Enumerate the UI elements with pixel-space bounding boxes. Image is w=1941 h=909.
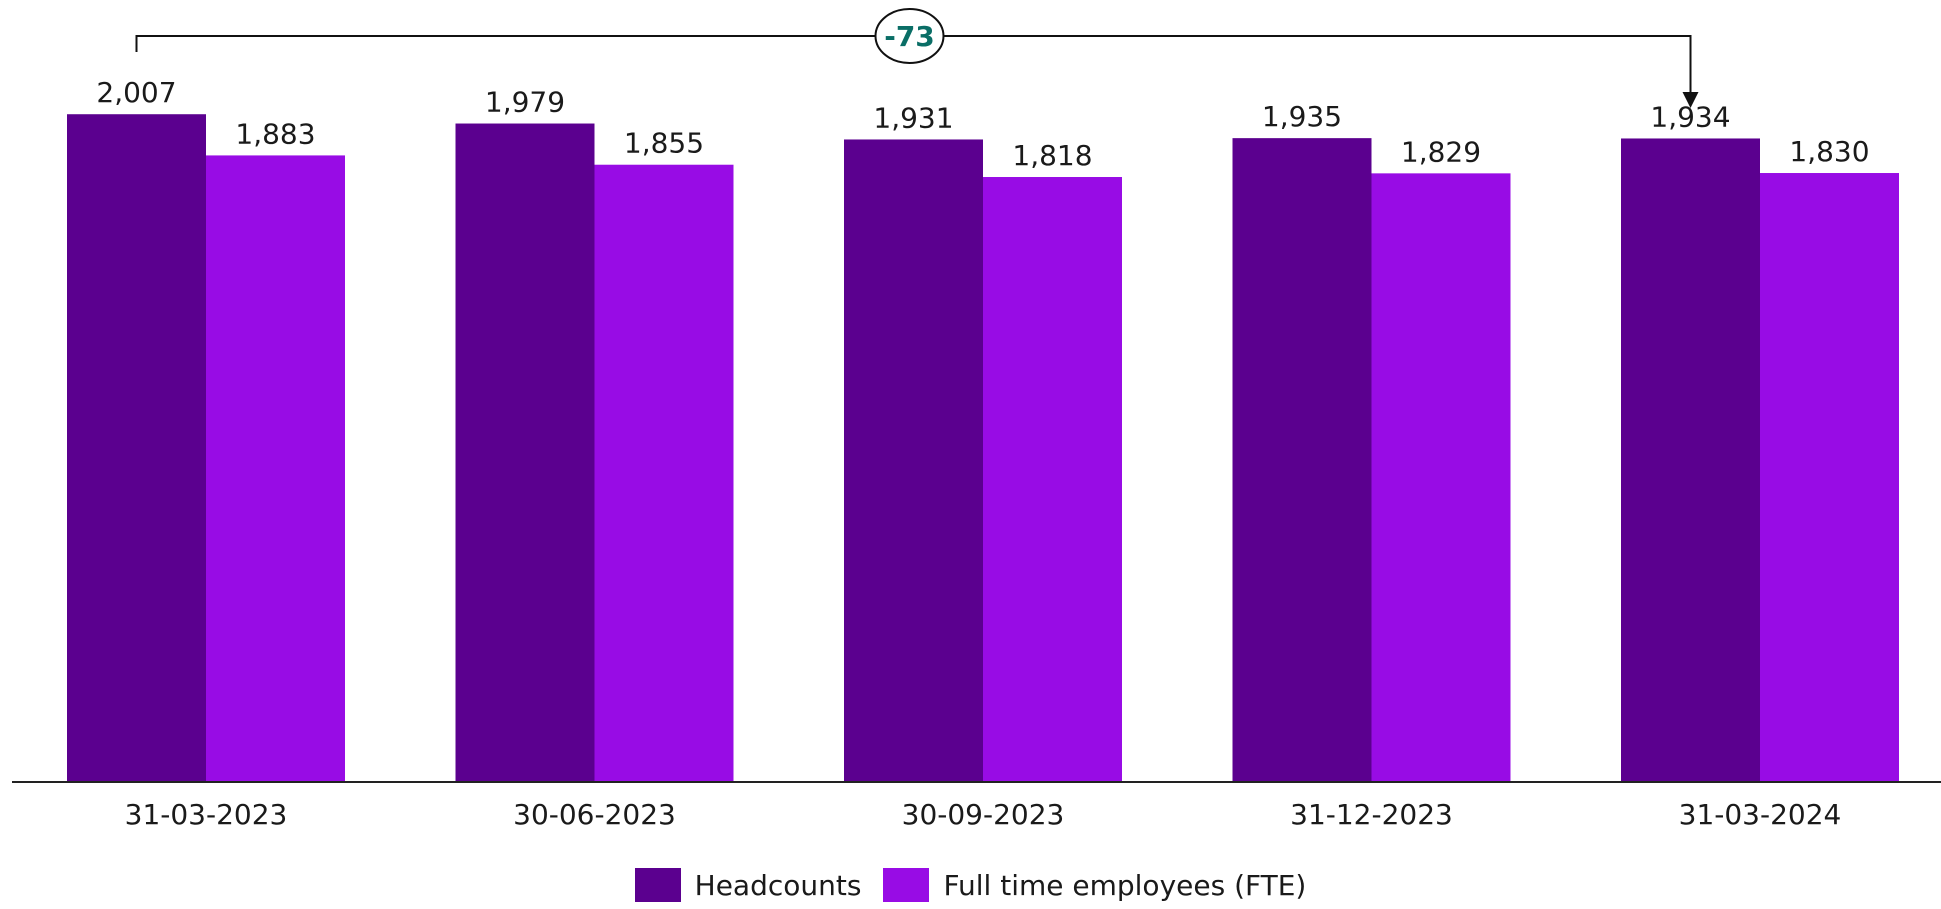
category-label-4: 31-03-2024 bbox=[1679, 798, 1842, 831]
value-label-fte-2: 1,818 bbox=[1012, 139, 1092, 172]
legend-swatch-headcounts bbox=[634, 868, 681, 902]
value-label-headcounts-0: 2,007 bbox=[96, 76, 176, 109]
bar-fte-1 bbox=[594, 164, 734, 781]
annotation-label: -73 bbox=[884, 20, 935, 53]
value-label-fte-4: 1,830 bbox=[1789, 135, 1869, 168]
value-label-fte-3: 1,829 bbox=[1401, 135, 1481, 168]
bars-layer bbox=[67, 114, 1899, 782]
category-labels-layer: 31-03-2023 30-06-2023 30-09-2023 31-12-2023… bbox=[125, 798, 1842, 831]
value-label-headcounts-2: 1,931 bbox=[873, 101, 953, 134]
bar-fte-3 bbox=[1371, 173, 1511, 781]
legend-item-fte: Full time employees (FTE) bbox=[883, 868, 1306, 902]
legend-swatch-fte bbox=[883, 868, 930, 902]
category-label-0: 31-03-2023 bbox=[125, 798, 288, 831]
value-label-fte-0: 1,883 bbox=[235, 117, 315, 150]
category-label-3: 31-12-2023 bbox=[1290, 798, 1453, 831]
bar-headcounts-4 bbox=[1621, 138, 1760, 781]
bar-headcounts-3 bbox=[1232, 138, 1372, 781]
legend: Headcounts Full time employees (FTE) bbox=[0, 868, 1941, 902]
legend-label-fte: Full time employees (FTE) bbox=[943, 868, 1307, 902]
bar-fte-4 bbox=[1760, 173, 1899, 782]
change-annotation: -73 bbox=[135, 8, 1699, 108]
annotation-arrow-icon bbox=[1682, 92, 1699, 108]
value-labels-layer: 2,007 1,883 1,979 1,855 1,931 1,818 1,935 1,829… bbox=[96, 76, 1869, 172]
bar-fte-2 bbox=[983, 177, 1122, 781]
bar-fte-0 bbox=[206, 155, 345, 781]
value-label-headcounts-1: 1,979 bbox=[485, 86, 565, 119]
annotation-badge bbox=[874, 8, 945, 64]
value-label-fte-1: 1,855 bbox=[624, 127, 704, 160]
category-label-1: 30-06-2023 bbox=[513, 798, 676, 831]
legend-item-headcounts: Headcounts bbox=[634, 868, 862, 902]
bar-headcounts-2 bbox=[844, 139, 983, 781]
bar-headcounts-0 bbox=[67, 114, 206, 782]
bar-headcounts-1 bbox=[455, 123, 595, 782]
value-label-headcounts-3: 1,935 bbox=[1262, 100, 1342, 133]
category-label-2: 30-09-2023 bbox=[902, 798, 1065, 831]
legend-label-headcounts: Headcounts bbox=[694, 868, 862, 902]
